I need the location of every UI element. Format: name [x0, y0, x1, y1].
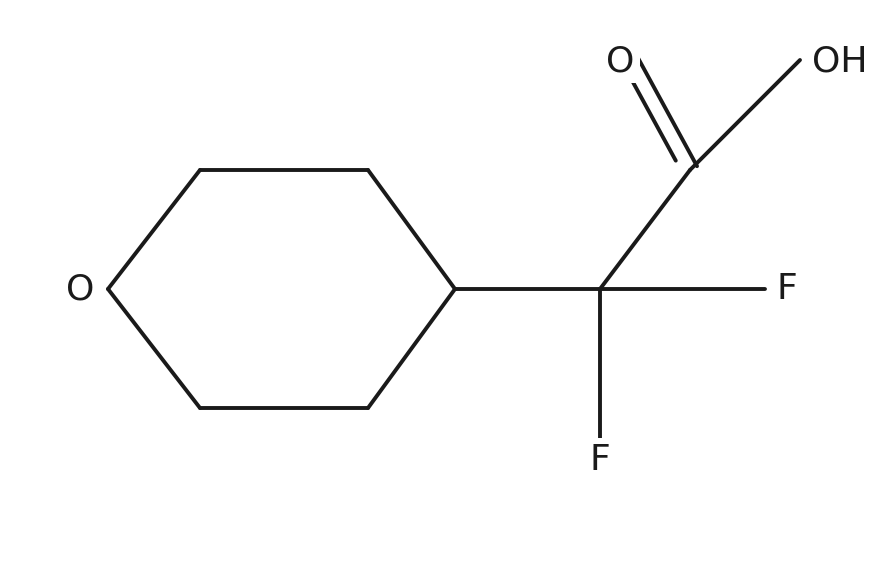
- Text: F: F: [777, 272, 797, 306]
- Text: O: O: [65, 272, 94, 306]
- Text: F: F: [589, 443, 611, 477]
- Text: OH: OH: [812, 44, 867, 78]
- Text: O: O: [606, 44, 635, 78]
